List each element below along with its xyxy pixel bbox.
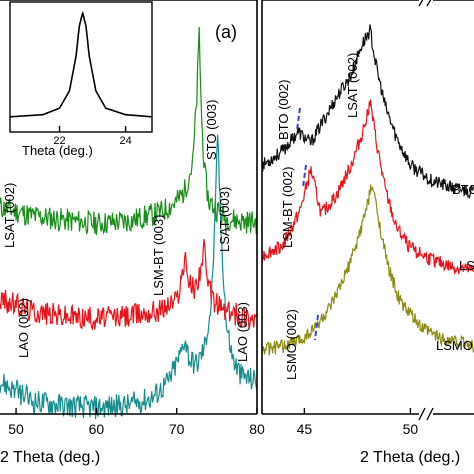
annotation-lsat-002-b: LSAT (002) xyxy=(345,53,360,118)
annotation-lsmo-label: LSMO xyxy=(436,338,473,353)
lsmo-peak-marker xyxy=(314,314,319,341)
annotation-lsm-bt-002: LSM-BT (002) xyxy=(280,167,295,248)
panel-b-tick-label-45: 45 xyxy=(297,421,313,437)
annotation-lsat-002: LSAT (002) xyxy=(2,183,17,248)
axis-break-mark-bottom xyxy=(418,407,434,421)
panel-b-series-1 xyxy=(261,24,474,200)
bto-peak-marker xyxy=(296,107,301,131)
panel-a: 50 60 70 80 (a) 2 Theta (deg.) STO (003) LS… xyxy=(0,0,265,466)
annotation-bto-002: BTO (002) xyxy=(276,80,291,140)
panel-b-x-axis-label: 2 Theta (deg.) xyxy=(360,449,460,466)
annotation-lao-003: LAO (003) xyxy=(235,302,250,362)
panel-a-series-2 xyxy=(0,238,258,331)
annotation-lsmo-002: LSMO (002) xyxy=(284,309,299,380)
axis-break-mark-top xyxy=(418,0,433,8)
panel-b: 45 50 2 Theta (deg.) BTO (002) LSAT (002)… xyxy=(261,0,474,466)
panel-a-tick-label-60: 60 xyxy=(89,421,105,437)
panel-a-series-1 xyxy=(0,26,258,236)
annotation-lsm-bt-003: LSM-BT (003) xyxy=(151,215,166,296)
inset-tick-label-24: 24 xyxy=(119,135,131,147)
inset-frame xyxy=(9,1,153,133)
inset-plot: 22 24 Theta (deg.) xyxy=(9,1,153,158)
annotation-lsm-label: LSM xyxy=(459,258,474,273)
lsm-bt-peak-marker xyxy=(302,164,307,188)
inset-tick-label-22: 22 xyxy=(53,135,65,147)
panel-label: (a) xyxy=(215,22,237,42)
panel-b-series-3 xyxy=(261,184,474,356)
panel-a-tick-label-50: 50 xyxy=(8,421,24,437)
inset-series-1 xyxy=(10,11,152,118)
panel-b-tick-label-50: 50 xyxy=(403,421,419,437)
inset-x-axis-label: Theta (deg.) xyxy=(22,143,93,158)
panel-b-series-2 xyxy=(261,99,474,275)
annotation-sto-003: STO (003) xyxy=(204,100,219,160)
annotation-lao-002: LAO (002) xyxy=(16,298,31,358)
panel-a-tick-label-70: 70 xyxy=(169,421,185,437)
panel-a-x-axis-label: 2 Theta (deg.) xyxy=(0,449,100,466)
panel-a-tick-label-80: 80 xyxy=(249,421,265,437)
panel-a-series-3 xyxy=(0,134,258,420)
annotation-lsat-003: LSAT (003) xyxy=(217,187,232,252)
annotation-bto-label: BTO xyxy=(452,182,474,197)
